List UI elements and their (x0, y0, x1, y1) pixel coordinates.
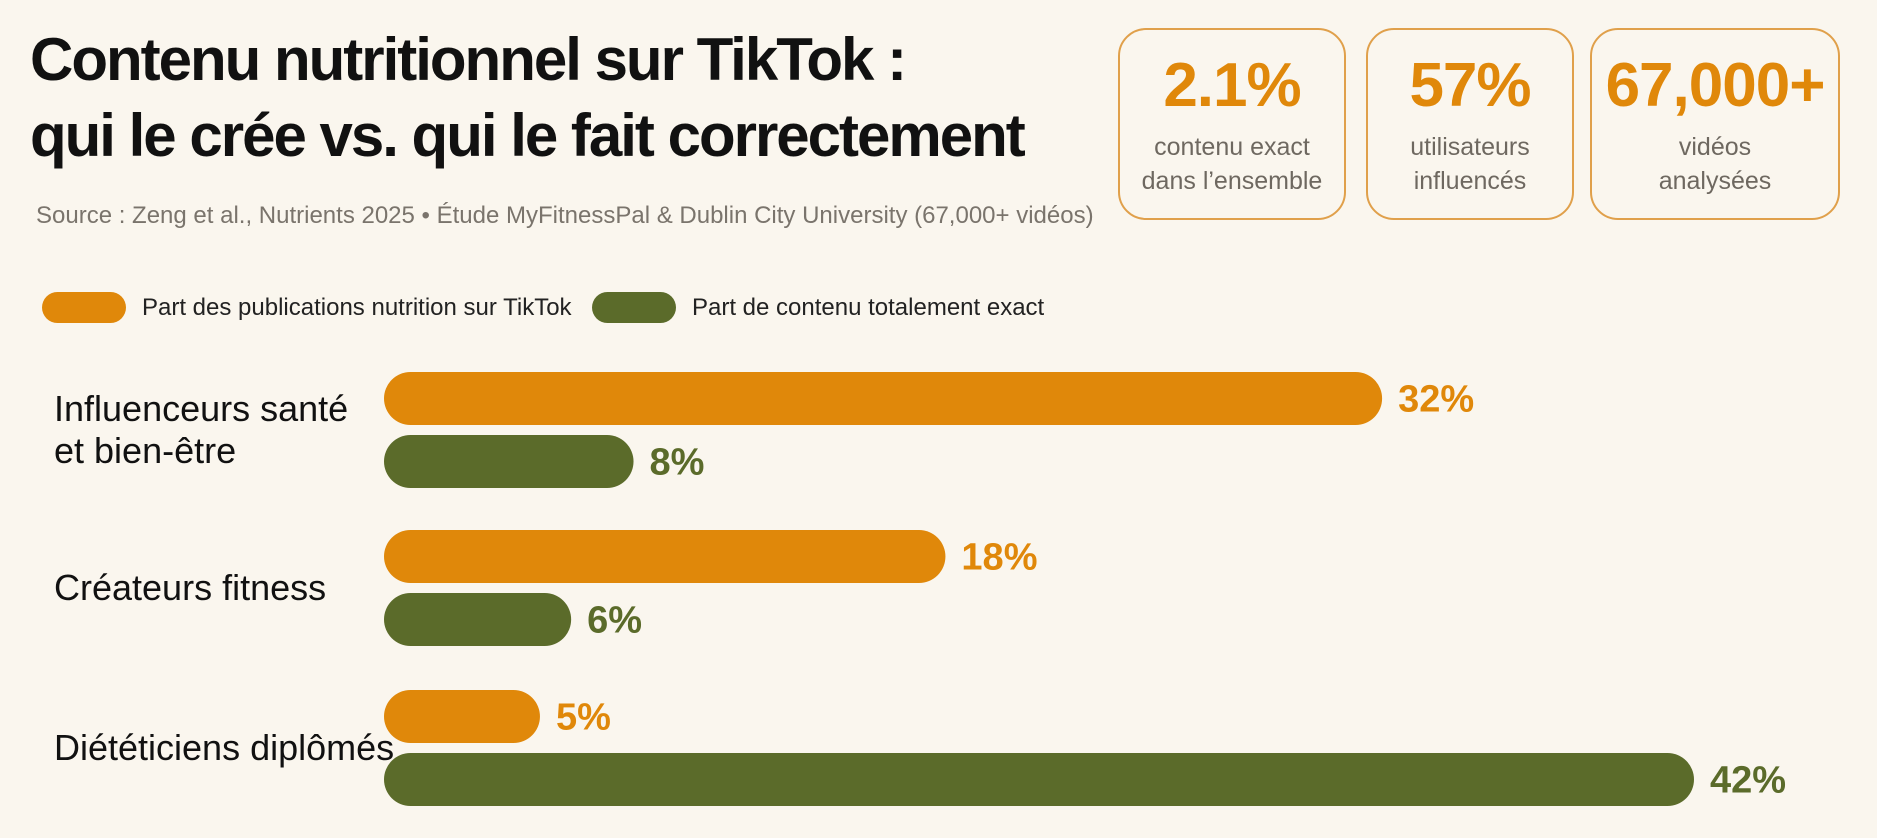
value-label: 6% (587, 600, 642, 642)
stat-label-line-2: analysées (1658, 167, 1772, 195)
bar (384, 372, 1383, 425)
legend-swatch-olive (592, 292, 676, 323)
category-label: Diététiciens diplômés (54, 727, 394, 768)
stat-value: 67,000+ (1605, 51, 1826, 120)
stat-label-line-1: utilisateurs (1410, 133, 1530, 161)
chart-title: Contenu nutritionnel sur TikTok : qui le… (30, 22, 1090, 174)
legend-label: Part de contenu totalement exact (692, 294, 1045, 321)
bar (384, 593, 572, 646)
category-label: Influenceurs santé (54, 388, 348, 429)
stat-card-influenced: 57% utilisateurs influencés (1366, 28, 1574, 220)
bar (384, 530, 946, 583)
stat-label: contenu exact dans l’ensemble (1120, 130, 1344, 198)
category-label: et bien-être (54, 430, 236, 471)
stat-label: vidéos analysées (1592, 130, 1838, 198)
stat-label-line-2: dans l’ensemble (1141, 167, 1323, 195)
legend-swatch-orange (42, 292, 126, 323)
chart-title-line-1: Contenu nutritionnel sur TikTok : (30, 26, 907, 93)
value-label: 5% (556, 697, 611, 739)
stat-label-line-1: contenu exact (1154, 133, 1310, 161)
stat-value: 57% (1409, 51, 1531, 120)
value-label: 42% (1710, 760, 1786, 802)
stat-value: 2.1% (1163, 51, 1301, 120)
bar (384, 435, 634, 488)
bar (384, 690, 540, 743)
value-label: 8% (650, 442, 705, 484)
legend-label: Part des publications nutrition sur TikT… (142, 294, 572, 321)
stat-label-line-2: influencés (1413, 167, 1527, 195)
value-label: 32% (1398, 379, 1474, 421)
source-note: Source : Zeng et al., Nutrients 2025 • É… (36, 202, 1094, 229)
category-label: Créateurs fitness (54, 567, 326, 608)
stat-cards: 2.1% contenu exact dans l’ensemble 57% u… (1118, 28, 1840, 224)
bar (384, 753, 1694, 806)
chart-title-line-2: qui le crée vs. qui le fait correctement (30, 102, 1026, 169)
stat-label: utilisateurs influencés (1368, 130, 1572, 198)
stat-card-accuracy: 2.1% contenu exact dans l’ensemble (1118, 28, 1346, 220)
stat-card-videos: 67,000+ vidéos analysées (1590, 28, 1840, 220)
value-label: 18% (961, 537, 1037, 579)
stat-label-line-1: vidéos (1678, 133, 1752, 161)
